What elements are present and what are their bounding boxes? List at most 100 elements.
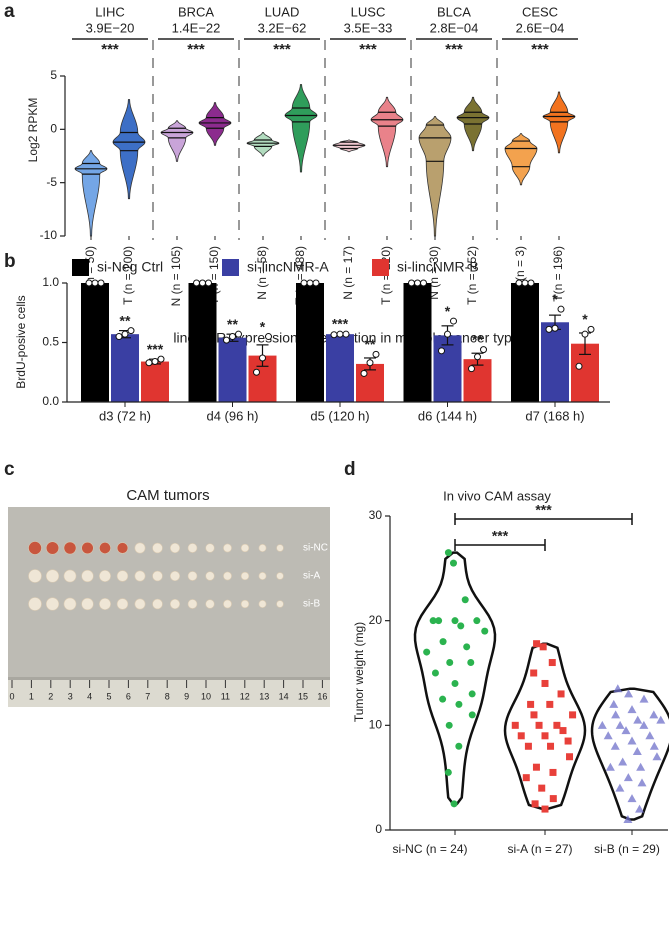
- ruler-label: 3: [68, 691, 73, 701]
- point: [541, 679, 549, 687]
- legend-swatch: [372, 259, 389, 276]
- point: [481, 627, 489, 635]
- point: [569, 711, 577, 719]
- violin: [504, 133, 538, 186]
- point: [627, 705, 637, 714]
- tumor: [28, 597, 42, 611]
- bar: [81, 283, 109, 402]
- bar: [141, 361, 169, 402]
- replicate-point: [253, 368, 260, 376]
- point: [605, 762, 615, 771]
- tumor: [169, 570, 181, 582]
- ruler-label: 1: [29, 691, 34, 701]
- significance: ***: [147, 341, 164, 357]
- panel-letter: d: [344, 459, 356, 480]
- replicate-point: [193, 279, 200, 287]
- tumor: [28, 569, 42, 583]
- tumor: [258, 572, 267, 580]
- significance: *: [260, 318, 266, 334]
- tumor: [99, 570, 111, 582]
- y-tick-label: 1.0: [42, 275, 59, 289]
- point: [645, 731, 655, 740]
- x-tick-label: T(n = 196): [551, 246, 565, 302]
- y-tick-label: 30: [369, 508, 383, 522]
- legend-swatch: [72, 259, 89, 276]
- point: [557, 690, 565, 698]
- point: [423, 648, 431, 656]
- replicate-point: [223, 336, 230, 344]
- replicate-point: [521, 279, 529, 287]
- replicate-point: [545, 325, 553, 333]
- y-axis-label: BrdU-posive cells: [14, 295, 28, 388]
- y-tick-label: 0: [50, 122, 57, 136]
- replicate-point: [157, 355, 165, 363]
- group-label: LIHC: [95, 4, 125, 19]
- ruler-label: 10: [201, 691, 211, 701]
- significance: ***: [359, 41, 377, 58]
- point: [541, 805, 549, 813]
- panel-letter: c: [4, 459, 15, 480]
- tumor: [116, 542, 129, 554]
- violin: [246, 132, 280, 157]
- bar: [218, 337, 247, 402]
- bar: [511, 283, 539, 402]
- point: [446, 659, 454, 667]
- replicate-point: [235, 330, 242, 338]
- row-label: si-A: [303, 571, 321, 582]
- legend-label: si-lincNMR-A: [247, 259, 329, 275]
- replicate-point: [306, 279, 314, 287]
- x-tick-label: d5 (120 h): [310, 408, 369, 423]
- violin: [112, 99, 146, 200]
- bar: [326, 334, 354, 402]
- significance: **: [472, 331, 483, 347]
- panel-letter: b: [4, 251, 16, 272]
- y-tick-label: 10: [369, 718, 383, 732]
- point: [627, 736, 637, 745]
- bar: [403, 283, 432, 402]
- tumor: [187, 599, 198, 609]
- tumor: [134, 542, 146, 554]
- ruler-label: 12: [240, 691, 250, 701]
- y-tick-label: 0.5: [42, 335, 59, 349]
- violin: [418, 116, 452, 237]
- tumor: [99, 598, 111, 610]
- tumor: [63, 569, 77, 583]
- point: [649, 710, 659, 719]
- tumor: [81, 541, 94, 555]
- tumor: [134, 570, 146, 582]
- replicate-point: [85, 279, 93, 287]
- point: [511, 721, 519, 729]
- point: [610, 741, 620, 750]
- significance-bar: [454, 539, 546, 551]
- point: [623, 815, 633, 824]
- point: [553, 721, 561, 729]
- point: [624, 689, 634, 698]
- photo-title: CAM tumors: [126, 487, 209, 504]
- point: [535, 721, 543, 729]
- p-value: 3.2E−62: [258, 20, 307, 35]
- point: [618, 757, 628, 766]
- bar: [188, 283, 217, 402]
- significance: *: [552, 291, 558, 307]
- replicate-point: [360, 369, 368, 377]
- point: [468, 690, 476, 698]
- point: [533, 640, 541, 648]
- tumor: [240, 599, 250, 609]
- tumor: [169, 542, 181, 554]
- x-tick-label: N (n = 58): [255, 246, 269, 300]
- replicate-point: [229, 333, 236, 341]
- replicate-point: [121, 330, 129, 338]
- tumor: [116, 570, 129, 582]
- replicate-point: [97, 279, 105, 287]
- replicate-point: [372, 350, 380, 358]
- point: [635, 804, 645, 813]
- chart-title: In vivo CAM assay: [443, 488, 551, 503]
- point: [546, 700, 554, 708]
- significance: ***: [535, 502, 552, 518]
- point: [457, 622, 465, 630]
- replicate-point: [581, 330, 589, 338]
- point: [455, 700, 463, 708]
- group-label: CESC: [522, 4, 558, 19]
- x-tick-label: N (n = 17): [341, 246, 355, 300]
- significance: ***: [101, 41, 119, 58]
